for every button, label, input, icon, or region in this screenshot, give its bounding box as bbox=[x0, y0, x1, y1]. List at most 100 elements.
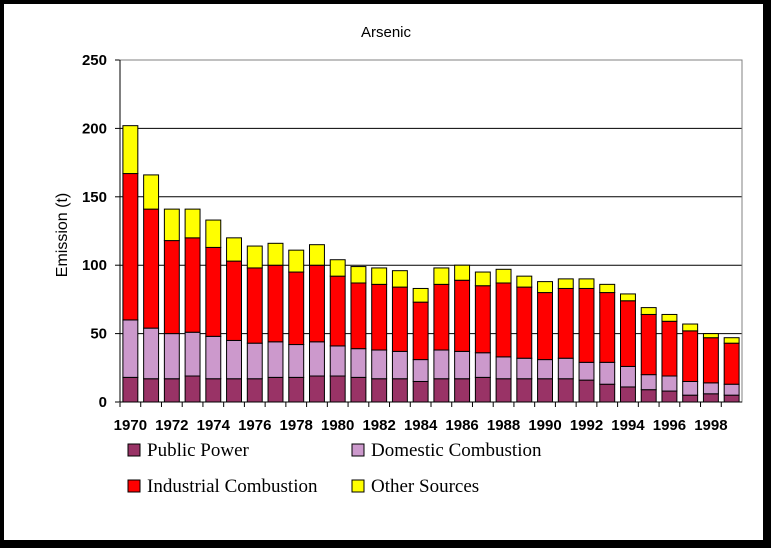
bar-segment bbox=[371, 349, 388, 380]
bar-segment bbox=[433, 267, 450, 285]
legend-label: Other Sources bbox=[371, 476, 479, 497]
bar-segment bbox=[537, 378, 553, 403]
bar-segment bbox=[350, 282, 367, 350]
x-tick-label: 1970 bbox=[114, 417, 147, 434]
bar-segment bbox=[495, 356, 512, 380]
x-tick-label: 1982 bbox=[362, 417, 395, 434]
bar-segment bbox=[391, 378, 408, 403]
bar-segment bbox=[391, 350, 408, 380]
bar-segment bbox=[246, 342, 263, 380]
y-tick-label: 100 bbox=[82, 257, 107, 274]
y-tick-label: 0 bbox=[99, 394, 107, 411]
legend-swatch bbox=[351, 443, 365, 457]
bar-segment bbox=[557, 357, 574, 380]
bar-segment bbox=[267, 376, 284, 403]
x-tick-label: 1986 bbox=[445, 417, 478, 434]
bar-segment bbox=[288, 344, 305, 378]
bar-segment bbox=[599, 383, 616, 403]
bar-segment bbox=[516, 378, 533, 403]
bar-segment bbox=[454, 264, 471, 281]
bar-segment bbox=[309, 264, 325, 343]
bar-segment bbox=[723, 337, 740, 344]
bar-segment bbox=[288, 376, 305, 403]
bar-segment bbox=[288, 249, 305, 273]
x-tick-label: 1992 bbox=[570, 417, 603, 434]
bar-segment bbox=[682, 380, 699, 396]
bar-segment bbox=[640, 313, 657, 376]
bar-segment bbox=[433, 378, 450, 403]
bar-segment bbox=[184, 331, 201, 377]
bar-segment bbox=[516, 357, 533, 380]
bar-segment bbox=[350, 266, 367, 284]
bar-segment bbox=[205, 335, 222, 380]
bar-segment bbox=[309, 341, 325, 377]
bar-segment bbox=[350, 376, 367, 403]
bar-segment bbox=[474, 376, 491, 403]
y-axis-title: Emission (t) bbox=[54, 193, 71, 277]
bar-segment bbox=[122, 173, 139, 321]
legend-label: Domestic Combustion bbox=[371, 440, 542, 461]
bar-segment bbox=[474, 285, 491, 354]
x-tick-label: 1972 bbox=[155, 417, 188, 434]
bar-segment bbox=[682, 323, 699, 332]
bar-segment bbox=[329, 345, 346, 377]
bar-segment bbox=[599, 361, 616, 385]
legend-swatch bbox=[127, 479, 141, 493]
bar-segment bbox=[184, 208, 201, 239]
bar-segment bbox=[226, 237, 242, 262]
x-tick-label: 1990 bbox=[528, 417, 561, 434]
bar-segment bbox=[578, 379, 595, 403]
x-tick-label: 1974 bbox=[197, 417, 231, 434]
bar-segment bbox=[433, 283, 450, 351]
bar-segment bbox=[620, 386, 636, 403]
bar-segment bbox=[537, 359, 553, 380]
bar-segment bbox=[309, 244, 325, 266]
bar-segment bbox=[329, 275, 346, 347]
y-tick-label: 50 bbox=[90, 326, 107, 343]
legend-swatch bbox=[127, 443, 141, 457]
bar-segment bbox=[454, 279, 471, 352]
bar-segment bbox=[640, 374, 657, 391]
bar-segment bbox=[267, 264, 284, 343]
bar-segment bbox=[495, 282, 512, 358]
bar-segment bbox=[371, 283, 388, 351]
bar-segment bbox=[661, 390, 678, 403]
bar-segment bbox=[702, 393, 719, 403]
legend-swatch bbox=[351, 479, 365, 493]
bar-segment bbox=[122, 319, 139, 378]
x-tick-label: 1988 bbox=[487, 417, 520, 434]
chart-frame: Arsenic Emission (t) 0 50 100 150 200 250 1970… bbox=[4, 4, 763, 540]
bar-segment bbox=[329, 375, 346, 403]
bar-segment bbox=[350, 348, 367, 378]
bar-segment bbox=[412, 359, 429, 382]
bar-segment bbox=[557, 287, 574, 359]
bar-segment bbox=[661, 375, 678, 392]
y-tick-label: 150 bbox=[82, 189, 107, 206]
bar-segment bbox=[578, 287, 595, 363]
bar-segment bbox=[599, 283, 616, 294]
bar-segment bbox=[661, 313, 678, 322]
bar-segment bbox=[288, 271, 305, 346]
bar-segment bbox=[246, 378, 263, 403]
bar-segment bbox=[329, 259, 346, 277]
bar-segment bbox=[702, 382, 719, 395]
bar-segment bbox=[682, 330, 699, 382]
bar-segment bbox=[205, 378, 222, 403]
bar-segment bbox=[184, 237, 201, 333]
bar-segment bbox=[267, 242, 284, 266]
x-tick-label: 1998 bbox=[694, 417, 727, 434]
x-tick-label: 1976 bbox=[238, 417, 271, 434]
bar-segment bbox=[474, 271, 491, 287]
bar-segment bbox=[143, 174, 160, 210]
bar-segment bbox=[454, 378, 471, 403]
bar-segment bbox=[557, 378, 574, 403]
bar-segment bbox=[682, 394, 699, 403]
chart-title: Arsenic bbox=[361, 24, 412, 41]
y-tick-label: 250 bbox=[82, 52, 107, 69]
bar-segment bbox=[163, 240, 180, 335]
bar-segment bbox=[723, 383, 740, 396]
bar-segment bbox=[495, 268, 512, 284]
bar-segment bbox=[163, 333, 180, 380]
bar-segment bbox=[122, 125, 139, 175]
bar-segment bbox=[371, 378, 388, 403]
